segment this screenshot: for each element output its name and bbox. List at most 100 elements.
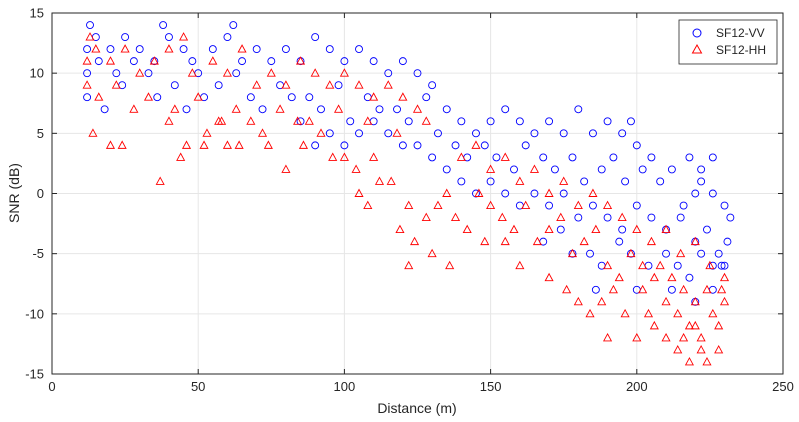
- data-point-sf12-hh: [620, 308, 630, 318]
- data-point-sf12-vv: [679, 201, 688, 210]
- y-axis-title: SNR (dB): [6, 163, 22, 223]
- x-tick-label: 0: [48, 379, 55, 394]
- data-point-sf12-vv: [442, 165, 451, 174]
- data-point-sf12-vv: [501, 105, 510, 114]
- legend-marker-sf12-vv: [692, 28, 702, 38]
- data-point-sf12-vv: [434, 129, 442, 138]
- data-point-sf12-hh: [603, 200, 613, 209]
- data-point-sf12-vv: [515, 117, 524, 126]
- data-point-sf12-hh: [369, 152, 379, 161]
- data-point-sf12-hh: [696, 332, 706, 342]
- data-point-sf12-hh: [655, 260, 665, 270]
- data-point-sf12-vv: [580, 177, 589, 186]
- data-point-sf12-hh: [187, 68, 197, 77]
- data-point-sf12-hh: [573, 200, 583, 209]
- data-point-sf12-hh: [412, 104, 423, 113]
- x-tick-label: 100: [334, 379, 356, 394]
- data-point-sf12-hh: [544, 272, 554, 282]
- data-point-sf12-vv: [170, 81, 179, 90]
- y-tick-label: -5: [32, 246, 44, 261]
- data-point-sf12-hh: [392, 128, 402, 137]
- data-point-sf12-vv: [685, 273, 694, 282]
- data-point-sf12-vv: [94, 57, 103, 66]
- data-point-sf12-hh: [275, 104, 285, 113]
- data-point-sf12-vv: [83, 69, 92, 78]
- data-point-sf12-vv: [568, 153, 577, 162]
- data-point-sf12-vv: [545, 201, 554, 210]
- x-tick-label: 150: [480, 379, 502, 394]
- data-point-sf12-hh: [246, 116, 256, 125]
- data-point-sf12-vv: [703, 225, 711, 234]
- data-point-sf12-vv: [708, 189, 717, 198]
- data-point-sf12-vv: [603, 117, 612, 126]
- legend-label-sf12-hh: SF12-HH: [716, 43, 766, 57]
- data-point-sf12-hh: [456, 152, 466, 161]
- data-point-sf12-vv: [539, 153, 548, 162]
- data-point-sf12-hh: [450, 212, 461, 222]
- data-point-sf12-vv: [609, 153, 618, 162]
- data-point-sf12-hh: [474, 188, 484, 197]
- data-point-sf12-hh: [298, 140, 309, 149]
- data-point-sf12-vv: [550, 165, 559, 174]
- data-point-sf12-vv: [545, 117, 554, 126]
- data-point-sf12-hh: [170, 104, 180, 113]
- data-point-sf12-vv: [398, 141, 407, 150]
- data-point-sf12-hh: [585, 308, 595, 318]
- data-point-sf12-hh: [105, 56, 116, 65]
- data-point-sf12-vv: [586, 249, 594, 258]
- data-point-sf12-vv: [697, 249, 706, 258]
- data-point-sf12-hh: [398, 92, 408, 101]
- data-point-sf12-hh: [532, 236, 542, 246]
- x-tick-label: 50: [191, 379, 205, 394]
- data-point-sf12-vv: [428, 81, 437, 90]
- data-point-sf12-hh: [155, 176, 165, 185]
- data-point-sf12-hh: [369, 92, 379, 101]
- data-point-sf12-hh: [316, 128, 326, 137]
- data-point-sf12-hh: [544, 188, 554, 197]
- data-point-sf12-vv: [404, 117, 413, 126]
- data-point-sf12-vv: [667, 285, 676, 294]
- data-point-sf12-vv: [135, 45, 144, 54]
- data-point-sf12-vv: [281, 45, 290, 54]
- data-point-sf12-vv: [627, 117, 635, 126]
- data-point-sf12-vv: [574, 213, 583, 222]
- data-point-sf12-vv: [238, 57, 247, 66]
- data-point-sf12-hh: [515, 260, 525, 270]
- data-point-sf12-vv: [603, 213, 612, 222]
- data-point-sf12-hh: [643, 308, 654, 318]
- data-point-sf12-vv: [556, 225, 565, 234]
- data-point-sf12-vv: [597, 165, 606, 174]
- data-point-sf12-vv: [384, 69, 393, 78]
- data-point-sf12-vv: [355, 129, 363, 138]
- data-point-sf12-hh: [529, 164, 540, 173]
- data-point-sf12-hh: [234, 140, 244, 149]
- y-tick-label: -10: [25, 306, 44, 321]
- data-point-sf12-hh: [509, 224, 519, 234]
- data-point-sf12-hh: [626, 248, 636, 258]
- data-point-sf12-vv: [325, 129, 334, 138]
- data-point-sf12-vv: [384, 129, 393, 138]
- data-point-sf12-vv: [574, 105, 583, 114]
- series-sf12-hh: [82, 32, 730, 366]
- data-point-sf12-hh: [500, 152, 510, 161]
- data-point-sf12-vv: [296, 117, 305, 126]
- legend-marker-sf12-hh: [691, 43, 703, 54]
- data-point-sf12-vv: [521, 141, 530, 150]
- data-point-sf12-vv: [144, 69, 153, 78]
- data-point-sf12-hh: [632, 224, 642, 234]
- data-point-sf12-hh: [257, 128, 268, 137]
- data-point-sf12-hh: [714, 320, 724, 330]
- data-point-sf12-hh: [591, 224, 601, 234]
- data-point-sf12-vv: [667, 165, 676, 174]
- data-point-sf12-vv: [340, 141, 349, 150]
- data-point-sf12-hh: [445, 260, 455, 270]
- legend-label-sf12-vv: SF12-VV: [716, 26, 765, 40]
- data-point-sf12-hh: [374, 176, 385, 185]
- data-point-sf12-hh: [383, 80, 393, 89]
- data-point-sf12-hh: [231, 104, 241, 113]
- data-point-sf12-vv: [486, 117, 495, 126]
- y-tick-label: 15: [30, 6, 44, 21]
- data-point-sf12-hh: [179, 32, 189, 41]
- data-point-sf12-hh: [661, 332, 671, 342]
- data-point-sf12-hh: [638, 284, 648, 294]
